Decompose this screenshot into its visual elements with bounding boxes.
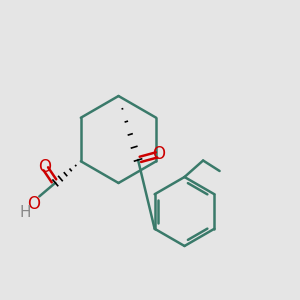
Text: O: O [27, 195, 40, 213]
Text: O: O [38, 158, 51, 176]
Text: O: O [152, 145, 165, 163]
Text: H: H [19, 206, 31, 220]
